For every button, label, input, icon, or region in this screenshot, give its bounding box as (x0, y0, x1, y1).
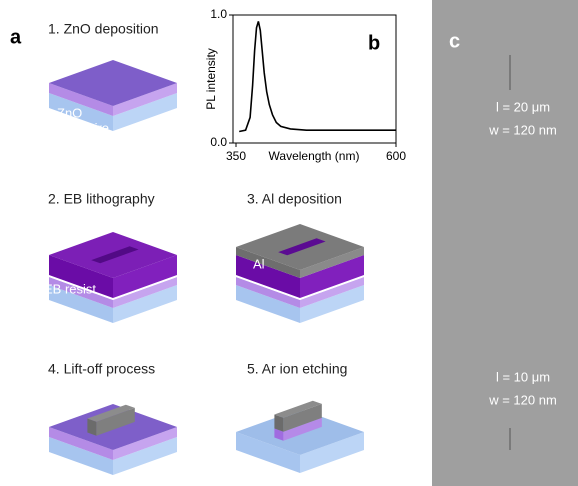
annotation: w = 120 nm (488, 122, 557, 137)
annotation: l = 20 μm (496, 99, 550, 114)
pl-chart: b Wavelength (nm) PL intensity 350 600 0.0… (204, 7, 406, 163)
panel-label: c (449, 30, 460, 52)
x-axis-title: Wavelength (nm) (269, 149, 360, 163)
panel-label: a (10, 26, 22, 48)
step-label: 5. Ar ion etching (247, 361, 347, 377)
layer-label: EB resist (44, 281, 96, 296)
step-label: 3. Al deposition (247, 191, 342, 207)
figure: a 1. ZnO deposition 2. EB lithography 3.… (0, 0, 578, 486)
y-axis-title: PL intensity (204, 48, 218, 110)
step-label: 2. EB lithography (48, 191, 155, 207)
y-tick-label: 0.0 (210, 135, 227, 149)
annotation: w = 120 nm (488, 392, 557, 407)
layer-label: Al (253, 256, 265, 271)
y-tick-label: 1.0 (210, 7, 227, 21)
step-label: 4. Lift-off process (48, 361, 155, 377)
annotation: l = 10 μm (496, 369, 550, 384)
sem-background (432, 0, 578, 486)
sem-image: c l = 20 μm w = 120 nm l = 10 μm w = 120… (432, 0, 578, 486)
x-tick-label: 350 (226, 149, 246, 163)
x-tick-label: 600 (386, 149, 406, 163)
layer-label: Sapphire (57, 120, 109, 135)
layer-label: ZnO (57, 105, 82, 120)
step-label: 1. ZnO deposition (48, 21, 159, 37)
panel-label: b (368, 32, 380, 54)
